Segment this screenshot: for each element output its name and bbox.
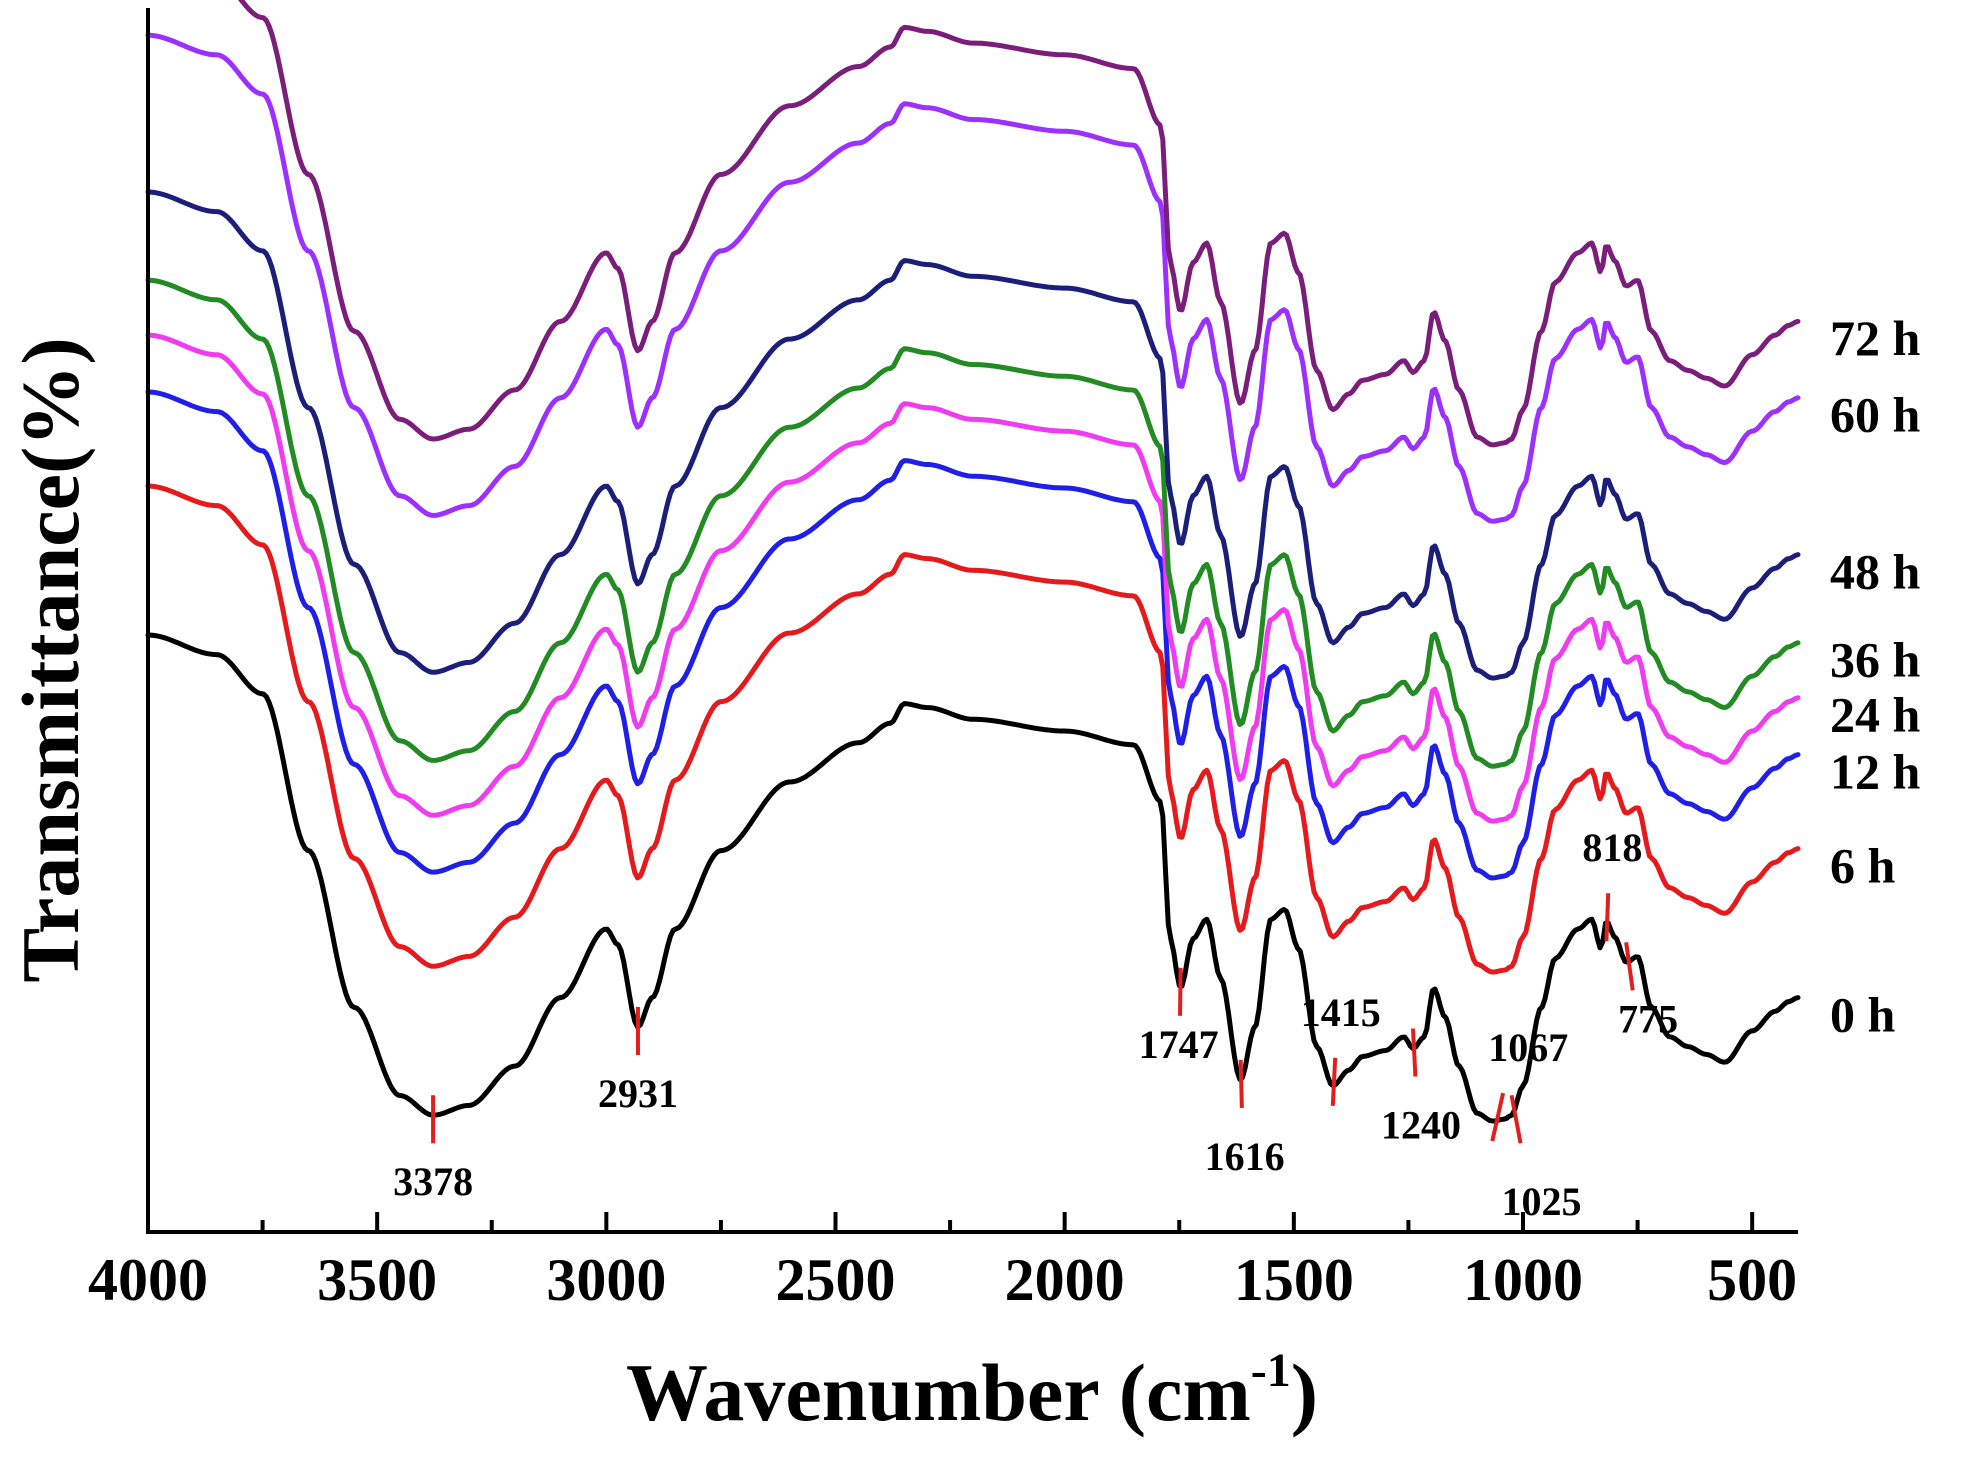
peak-label-1025: 1025: [1502, 1179, 1582, 1224]
series-label-6h: 6 h: [1830, 837, 1896, 893]
series-line-12h: [145, 389, 1801, 881]
peak-label-1747: 1747: [1139, 1022, 1219, 1067]
x-tick-label: 1000: [1463, 1247, 1583, 1313]
peak-marker-1025: [1509, 1094, 1523, 1144]
peak-label-775: 775: [1618, 996, 1678, 1041]
series-group: [145, 0, 1801, 1124]
x-tick-label: 3500: [317, 1247, 437, 1313]
series-label-0h: 0 h: [1830, 986, 1896, 1042]
peak-label-1067: 1067: [1488, 1025, 1568, 1070]
x-tick-label: 500: [1707, 1247, 1797, 1313]
x-tick-label: 3000: [546, 1247, 666, 1313]
peak-marker-1067: [1490, 1092, 1506, 1142]
series-line-6h: [145, 483, 1801, 975]
peak-marker-775: [1624, 942, 1635, 991]
x-axis-title-superscript: -1: [1251, 1344, 1291, 1397]
series-line-72h: [238, 0, 1801, 448]
series-label-72h: 72 h: [1830, 310, 1921, 366]
peak-label-3378: 3378: [393, 1159, 473, 1204]
peak-marker-1240: [1411, 1028, 1418, 1077]
x-tick-label: 4000: [88, 1247, 208, 1313]
series-label-12h: 12 h: [1830, 743, 1921, 799]
series-label-36h: 36 h: [1830, 632, 1921, 688]
peak-marker-1415: [1330, 1057, 1338, 1106]
x-axis-title-close: ): [1291, 1347, 1318, 1438]
peak-label-1415: 1415: [1301, 990, 1381, 1035]
peak-marker-818: [1604, 893, 1611, 942]
x-tick-label: 2500: [776, 1247, 896, 1313]
y-axis-title: Transmittance(%): [5, 337, 96, 982]
peak-label-2931: 2931: [598, 1071, 678, 1116]
series-line-60h: [145, 32, 1801, 524]
x-axis-title-text: Wavenumber (cm: [626, 1347, 1251, 1438]
series-line-24h: [145, 332, 1801, 824]
series-line-48h: [145, 189, 1801, 681]
series-line-0h: [145, 632, 1801, 1124]
peak-annotations: 3378 2931 1747 1616 1415 1240 1067 1025 818 775: [393, 825, 1678, 1224]
peak-label-1616: 1616: [1205, 1134, 1285, 1179]
series-label-24h: 24 h: [1830, 686, 1921, 742]
x-axis-title: Wavenumber (cm-1): [626, 1344, 1318, 1438]
x-ticks: [146, 1212, 1755, 1232]
peak-marker-1616: [1238, 1059, 1244, 1108]
peak-marker-1747: [1178, 967, 1183, 1016]
x-tick-label: 2000: [1005, 1247, 1125, 1313]
peak-label-818: 818: [1582, 825, 1642, 870]
x-tick-labels: 4000 3500 3000 2500 2000 1500 1000 500: [88, 1247, 1797, 1313]
peak-label-1240: 1240: [1381, 1103, 1461, 1148]
series-labels: 0 h 6 h 12 h24 h36 h 48 h 60 h 72 h: [1830, 310, 1921, 1042]
series-label-48h: 48 h: [1830, 543, 1921, 599]
series-line-36h: [145, 277, 1801, 769]
series-label-60h: 60 h: [1830, 387, 1921, 443]
x-tick-label: 1500: [1234, 1247, 1354, 1313]
